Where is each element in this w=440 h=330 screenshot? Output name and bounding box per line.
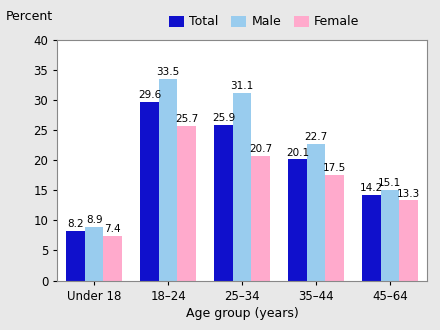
Bar bbox=[159, 79, 177, 280]
Text: 8.2: 8.2 bbox=[67, 219, 84, 229]
Text: 33.5: 33.5 bbox=[157, 67, 180, 77]
Text: 20.7: 20.7 bbox=[249, 144, 272, 154]
Bar bbox=[381, 189, 399, 280]
Bar bbox=[325, 175, 344, 280]
Bar bbox=[307, 144, 325, 280]
Bar bbox=[251, 156, 270, 280]
Bar bbox=[233, 93, 251, 280]
Text: 15.1: 15.1 bbox=[378, 178, 401, 188]
Text: 31.1: 31.1 bbox=[231, 82, 253, 91]
Text: 7.4: 7.4 bbox=[104, 224, 121, 234]
Bar bbox=[288, 159, 307, 280]
Bar bbox=[85, 227, 103, 280]
Bar bbox=[177, 126, 196, 280]
Text: 8.9: 8.9 bbox=[86, 215, 103, 225]
Bar bbox=[399, 200, 418, 280]
Bar bbox=[362, 195, 381, 280]
Text: 13.3: 13.3 bbox=[397, 188, 420, 199]
Text: 25.7: 25.7 bbox=[175, 114, 198, 124]
Legend: Total, Male, Female: Total, Male, Female bbox=[167, 13, 361, 31]
Bar bbox=[214, 124, 233, 280]
Text: 17.5: 17.5 bbox=[323, 163, 346, 173]
Bar bbox=[140, 102, 159, 280]
Text: 14.2: 14.2 bbox=[360, 183, 383, 193]
Text: 20.1: 20.1 bbox=[286, 148, 309, 158]
Bar bbox=[103, 236, 122, 280]
X-axis label: Age group (years): Age group (years) bbox=[186, 307, 298, 320]
Bar bbox=[66, 231, 85, 280]
Text: 22.7: 22.7 bbox=[304, 132, 327, 142]
Text: Percent: Percent bbox=[5, 10, 53, 23]
Text: 29.6: 29.6 bbox=[138, 90, 161, 100]
Text: 25.9: 25.9 bbox=[212, 113, 235, 123]
